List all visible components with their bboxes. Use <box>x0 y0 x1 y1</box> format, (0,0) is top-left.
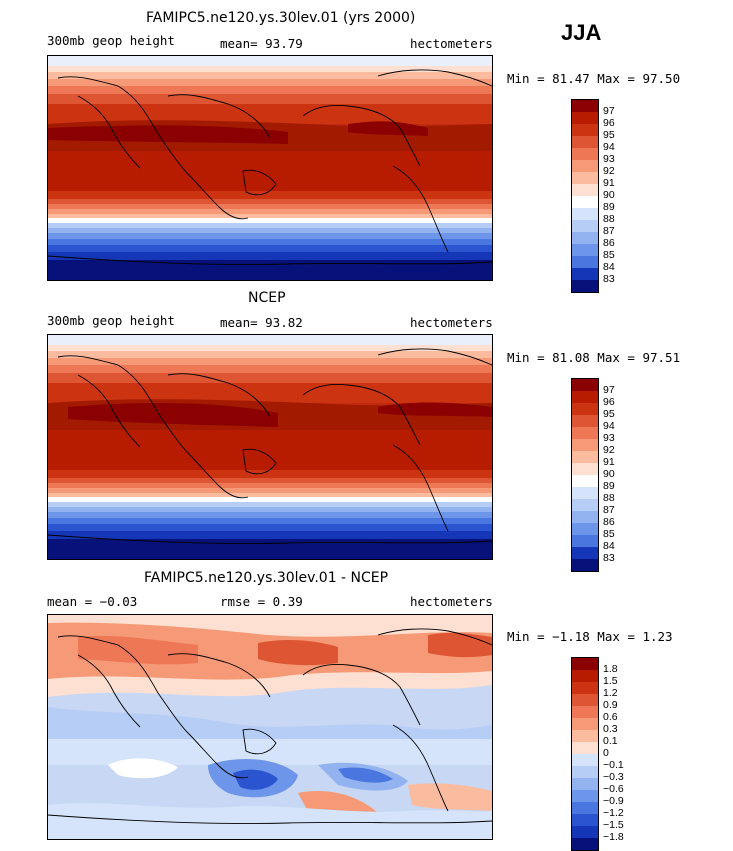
panel1-map-field <box>48 56 492 280</box>
panel2-colorbar-label: 85 <box>603 528 615 540</box>
panel1-colorbar-label: 88 <box>603 213 615 225</box>
panel2-colorbar-label: 83 <box>603 552 615 564</box>
panel1-colorbar-label: 92 <box>603 165 615 177</box>
panel2-colorbar-label: 93 <box>603 432 615 444</box>
panel1-colorbar-label: 83 <box>603 273 615 285</box>
panel2-units: hectometers <box>410 315 493 330</box>
panel3-title: FAMIPC5.ne120.ys.30lev.01 - NCEP <box>144 570 389 586</box>
panel3-colorbar-label: −0.6 <box>603 783 624 795</box>
panel2-colorbar-label: 89 <box>603 480 615 492</box>
panel3-colorbar-label: −1.2 <box>603 807 624 819</box>
panel1-minmax: Min = 81.47 Max = 97.50 <box>507 71 681 86</box>
panel1-colorbar-label: 93 <box>603 153 615 165</box>
panel2-colorbar <box>571 378 599 572</box>
season-label: JJA <box>561 20 602 45</box>
panel3-colorbar-label: −0.3 <box>603 771 624 783</box>
panel2-mean: mean= 93.82 <box>220 315 303 330</box>
panel2-colorbar-label: 97 <box>603 384 615 396</box>
panel1-colorbar-label: 94 <box>603 141 615 153</box>
panel1-map <box>47 55 493 281</box>
panel3-colorbar-label: −0.9 <box>603 795 624 807</box>
panel2-minmax: Min = 81.08 Max = 97.51 <box>507 350 681 365</box>
panel3-colorbar-label: 0.1 <box>603 735 618 747</box>
panel1-colorbar-label: 91 <box>603 177 615 189</box>
panel1-title: FAMIPC5.ne120.ys.30lev.01 (yrs 2000) <box>146 10 416 26</box>
panel1-colorbar-label: 96 <box>603 117 615 129</box>
panel1-variable: 300mb geop height <box>47 33 175 48</box>
panel2-colorbar-label: 92 <box>603 444 615 456</box>
panel2-colorbar-label: 95 <box>603 408 615 420</box>
panel3-colorbar-label: 0 <box>603 747 609 759</box>
panel2-colorbar-label: 94 <box>603 420 615 432</box>
panel2-colorbar-label: 91 <box>603 456 615 468</box>
panel2-map <box>47 334 493 560</box>
panel3-map <box>47 614 493 840</box>
panel1-mean: mean= 93.79 <box>220 36 303 51</box>
panel3-colorbar-label: 1.2 <box>603 687 618 699</box>
panel1-colorbar-label: 87 <box>603 225 615 237</box>
panel1-colorbar-label: 85 <box>603 249 615 261</box>
panel3-units: hectometers <box>410 594 493 609</box>
panel3-minmax: Min = −1.18 Max = 1.23 <box>507 629 673 644</box>
panel3-colorbar <box>571 657 599 851</box>
panel1-units: hectometers <box>410 36 493 51</box>
panel2-colorbar-label: 84 <box>603 540 615 552</box>
panel2-colorbar-label: 90 <box>603 468 615 480</box>
panel2-colorbar-label: 96 <box>603 396 615 408</box>
panel3-colorbar-label: 0.3 <box>603 723 618 735</box>
panel3-colorbar-label: 1.5 <box>603 675 618 687</box>
panel1-colorbar-label: 89 <box>603 201 615 213</box>
panel3-mean: mean = −0.03 <box>47 594 138 609</box>
panel2-colorbar-label: 88 <box>603 492 615 504</box>
panel1-colorbar <box>571 99 599 293</box>
panel2-colorbar-label: 86 <box>603 516 615 528</box>
panel3-map-field <box>48 615 492 839</box>
panel3-colorbar-label: −1.8 <box>603 831 624 843</box>
panel3-colorbar-label: −0.1 <box>603 759 624 771</box>
panel3-colorbar-label: 0.6 <box>603 711 618 723</box>
panel1-colorbar-label: 97 <box>603 105 615 117</box>
panel1-colorbar-label: 84 <box>603 261 615 273</box>
panel2-map-field <box>48 335 492 559</box>
panel1-colorbar-label: 95 <box>603 129 615 141</box>
panel2-colorbar-label: 87 <box>603 504 615 516</box>
panel1-colorbar-label: 90 <box>603 189 615 201</box>
panel3-colorbar-label: −1.5 <box>603 819 624 831</box>
panel3-colorbar-label: 0.9 <box>603 699 618 711</box>
panel3-rmse: rmse = 0.39 <box>220 594 303 609</box>
panel3-colorbar-label: 1.8 <box>603 663 618 675</box>
panel2-variable: 300mb geop height <box>47 313 175 328</box>
panel2-title: NCEP <box>248 290 286 306</box>
panel1-colorbar-label: 86 <box>603 237 615 249</box>
